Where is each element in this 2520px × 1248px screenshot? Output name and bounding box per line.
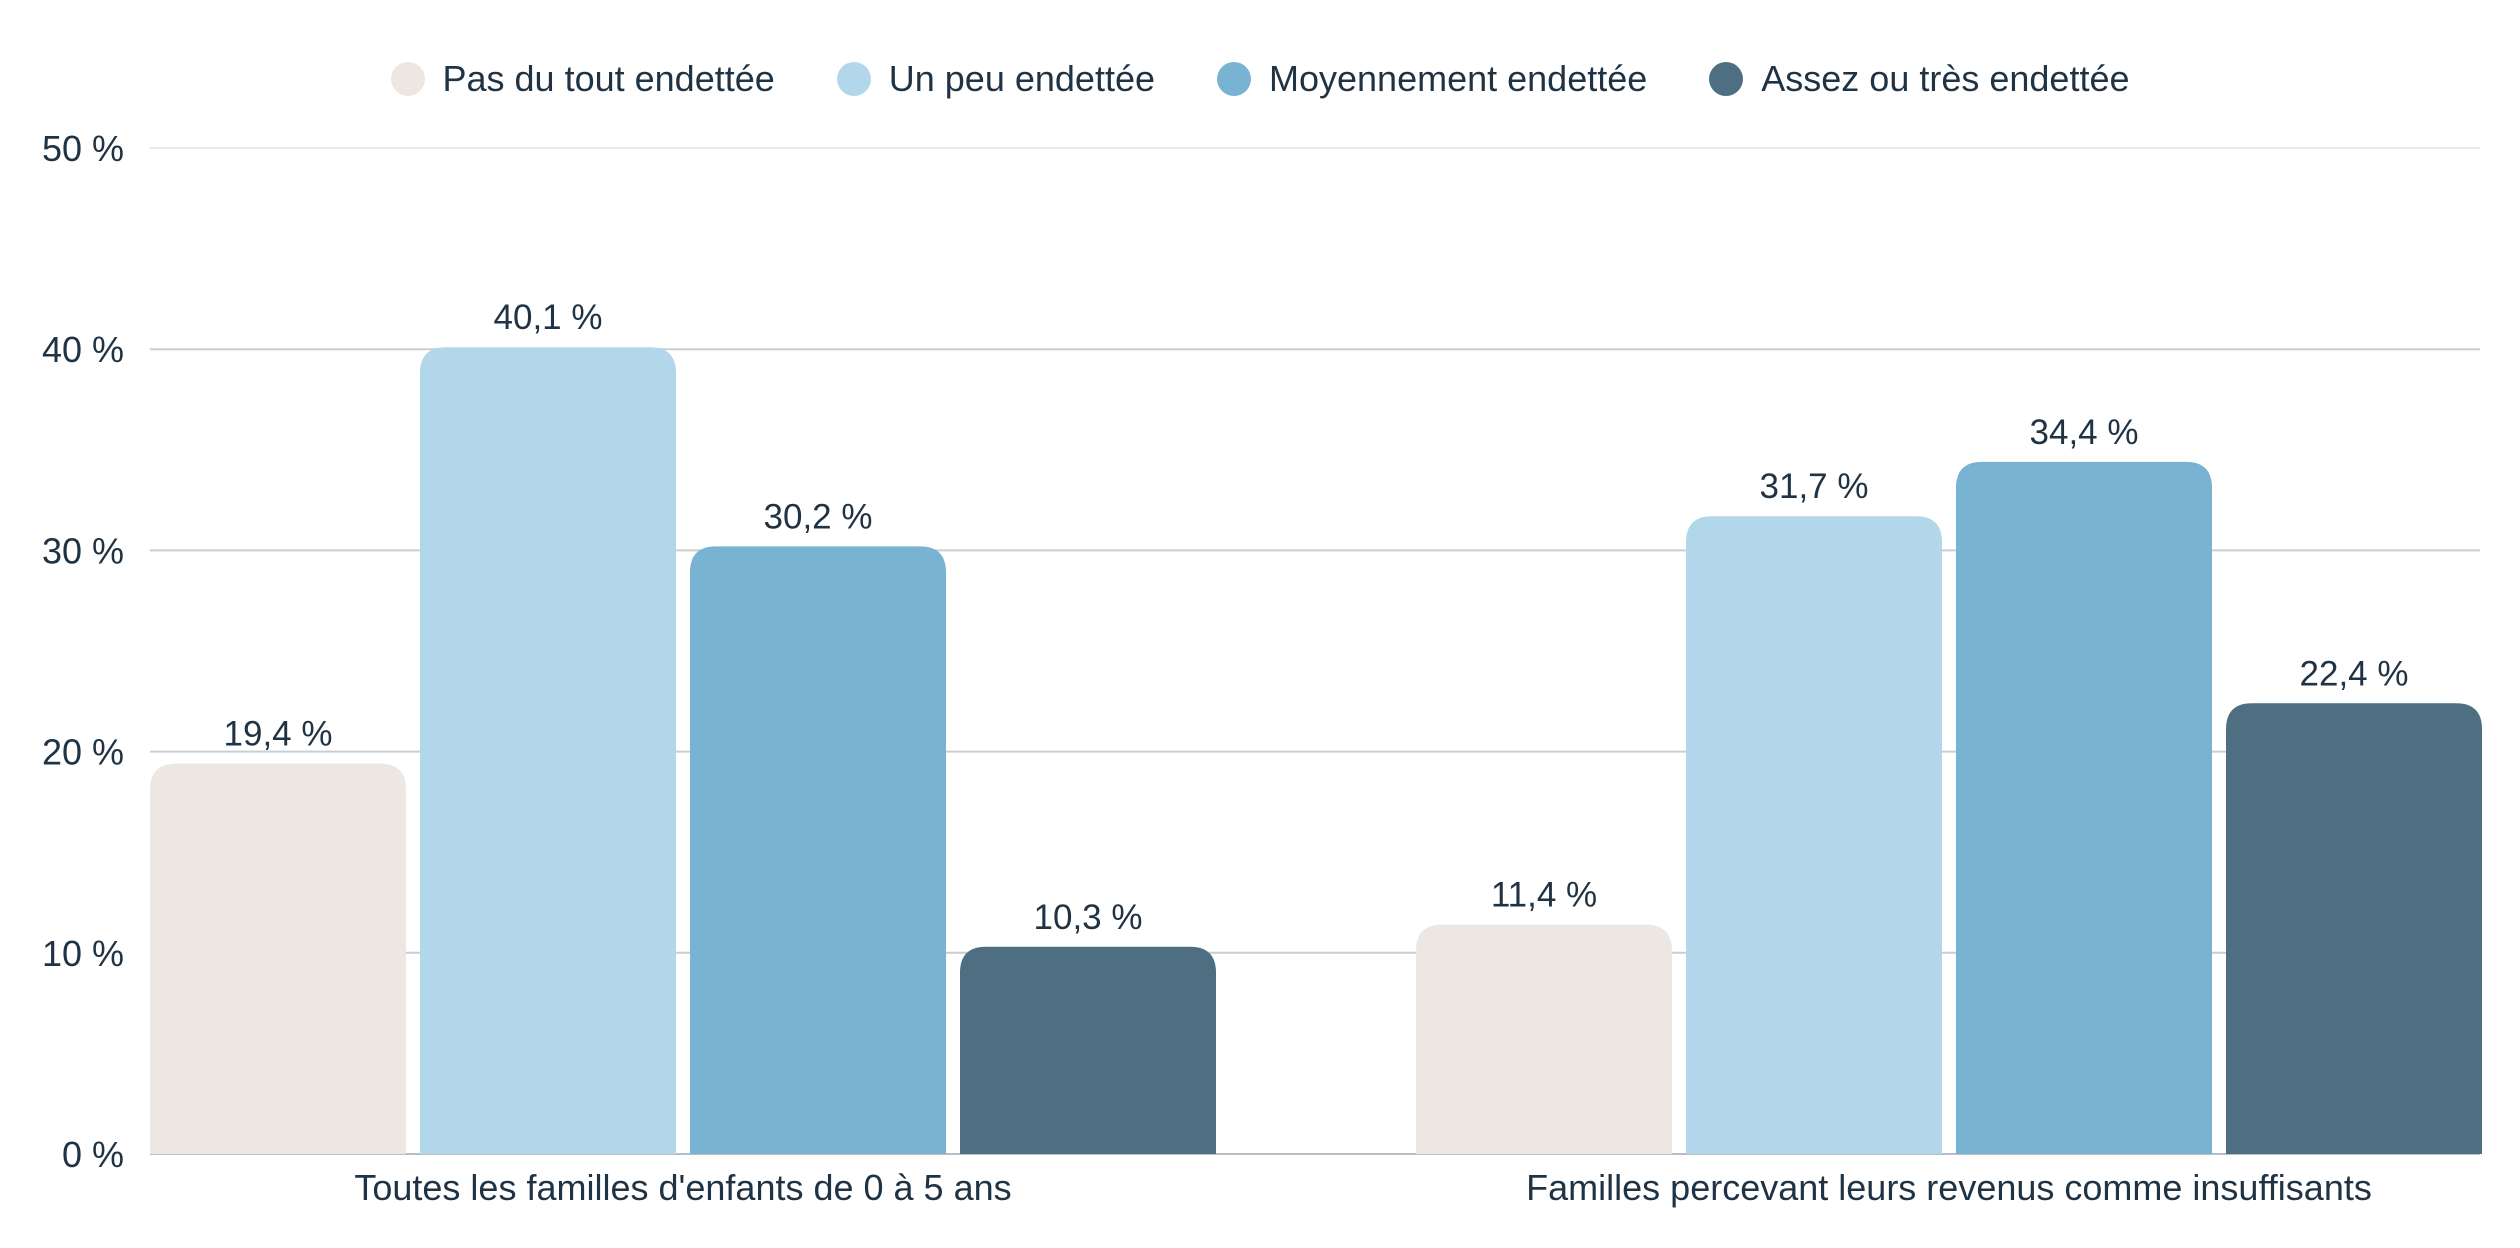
- data-label: 40,1 %: [494, 298, 603, 337]
- y-tick-label: 30 %: [42, 530, 124, 571]
- legend-item-assez-ou-tres: Assez ou très endettée: [1709, 58, 2130, 100]
- legend-swatch: [390, 62, 425, 96]
- bar: [960, 946, 1216, 1154]
- data-label: 19,4 %: [224, 715, 333, 754]
- y-tick-label: 0 %: [62, 1134, 124, 1175]
- y-tick-label: 10 %: [42, 933, 124, 974]
- bar: [1686, 516, 1942, 1154]
- bar: [420, 347, 676, 1154]
- x-category-label: Familles percevant leurs revenus comme i…: [1526, 1167, 2372, 1208]
- legend-label: Un peu endettée: [888, 58, 1155, 99]
- chart-legend: Pas du tout endettée Un peu endettée Moy…: [0, 58, 2520, 100]
- bar: [690, 546, 946, 1154]
- data-label: 22,4 %: [2300, 654, 2409, 693]
- legend-label: Moyennement endettée: [1269, 58, 1648, 99]
- y-tick-label: 40 %: [42, 329, 124, 370]
- data-label: 31,7 %: [1760, 467, 1869, 506]
- legend-item-moyennement: Moyennement endettée: [1217, 58, 1647, 100]
- legend-item-pas-du-tout: Pas du tout endettée: [390, 58, 775, 100]
- bar: [1956, 461, 2212, 1154]
- data-label: 11,4 %: [1491, 876, 1597, 915]
- legend-swatch: [1709, 62, 1744, 96]
- x-category-label: Toutes les familles d'enfants de 0 à 5 a…: [354, 1167, 1011, 1208]
- bar: [150, 763, 406, 1154]
- data-label: 10,3 %: [1034, 898, 1143, 937]
- y-tick-label: 50 %: [42, 128, 124, 169]
- legend-item-un-peu: Un peu endettée: [836, 58, 1155, 100]
- bar: [2226, 703, 2482, 1154]
- y-tick-label: 20 %: [42, 732, 124, 773]
- data-label: 34,4 %: [2030, 413, 2139, 452]
- legend-swatch: [1217, 62, 1251, 96]
- legend-label: Pas du tout endettée: [442, 58, 775, 99]
- bar: [1416, 924, 1672, 1154]
- data-label: 30,2 %: [764, 497, 873, 536]
- legend-label: Assez ou très endettée: [1761, 58, 2130, 99]
- legend-swatch: [836, 62, 871, 96]
